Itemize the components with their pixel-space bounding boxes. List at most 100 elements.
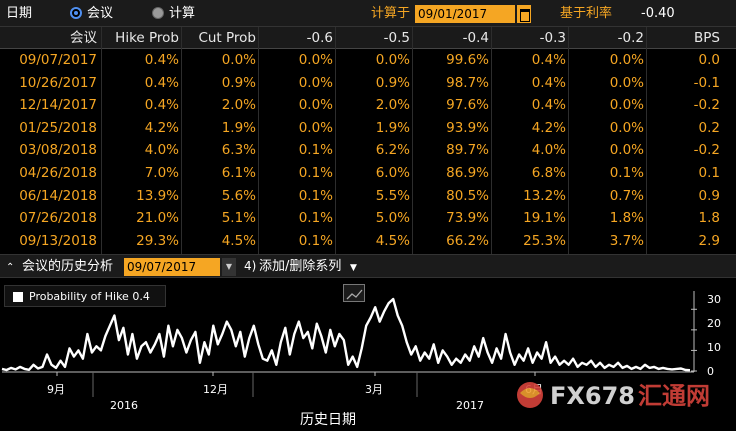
cell-rate-2: 1.9% [375,119,410,136]
cell-rate-1: 0.1% [298,232,333,249]
date-label: 日期 [6,6,33,21]
cell-bps: 0.0 [698,52,720,68]
base-rate-label: 基于利率 [560,6,613,21]
column-divider [335,27,336,254]
cell-rate-4: 25.3% [523,232,566,249]
cell-meeting-date: 12/14/2017 [19,97,97,114]
cell-rate-4: 13.2% [523,187,566,204]
cell-meeting-date: 01/25/2018 [19,119,97,136]
cell-bps: -0.1 [693,74,720,91]
cell-cut-prob: 6.3% [221,142,256,159]
cell-hike-prob: 7.0% [144,165,179,181]
table-row[interactable]: 03/08/2018 4.0% 6.3% 0.1% 6.2% 89.7% 4.0% 0.0% -… [0,139,736,162]
history-chart: Probability of Hike 0.4 30 20 10 0 9月 12… [0,279,736,431]
cell-hike-prob: 4.2% [144,119,179,136]
x-tick-label: 9月 [47,383,65,396]
cell-rate-5: 0.0% [609,119,644,136]
table-row[interactable]: 12/14/2017 0.4% 2.0% 0.0% 2.0% 97.6% 0.4% 0.0% -… [0,94,736,117]
cell-rate-2: 0.0% [375,52,410,68]
col-header-rate-1[interactable]: -0.6 [306,30,333,46]
cell-rate-5: 0.0% [609,74,644,91]
history-date-dropdown[interactable]: ▼ [222,258,236,276]
meeting-radio-label[interactable]: 会议 [87,6,114,21]
watermark-brand: FX678 [550,382,635,410]
table-row[interactable]: 06/14/2018 13.9% 5.6% 0.1% 5.5% 80.5% 13.2% 0.7… [0,185,736,208]
cell-cut-prob: 4.5% [221,232,256,249]
cell-cut-prob: 0.0% [221,52,256,68]
cell-meeting-date: 04/26/2018 [19,165,97,181]
table-row[interactable]: 09/07/2017 0.4% 0.0% 0.0% 0.0% 99.6% 0.4% 0.0% 0… [0,49,736,72]
column-divider [412,27,413,254]
chart-type-icon[interactable] [343,284,365,302]
cell-hike-prob: 0.4% [144,74,179,91]
collapse-icon[interactable]: ⌃ [6,262,15,273]
col-header-rate-3[interactable]: -0.4 [462,30,489,46]
legend-series-name: Probability of Hike [29,290,129,303]
cell-cut-prob: 1.9% [221,119,256,136]
cell-rate-5: 0.0% [609,142,644,159]
calendar-icon[interactable] [517,5,531,23]
col-header-bps[interactable]: BPS [694,30,720,46]
x-axis-title: 历史日期 [300,412,356,428]
x-year-label: 2016 [110,399,138,412]
cell-rate-5: 1.8% [609,210,644,227]
cell-cut-prob: 5.6% [221,187,256,204]
table-row[interactable]: 10/26/2017 0.4% 0.9% 0.0% 0.9% 98.7% 0.4% 0.0% -… [0,72,736,95]
cell-rate-5: 0.0% [609,52,644,68]
legend-entry: Probability of Hike 0.4 [29,290,150,303]
table-row[interactable]: 01/25/2018 4.2% 1.9% 0.0% 1.9% 93.9% 4.2% 0.0% 0… [0,117,736,140]
cell-meeting-date: 09/07/2017 [19,52,97,68]
watermark-logo: FX678 汇通网 [512,379,722,413]
cell-rate-1: 0.0% [298,119,333,136]
calculate-radio[interactable] [152,7,164,19]
cell-rate-3: 73.9% [446,210,489,227]
cell-rate-4: 4.2% [531,119,566,136]
cell-bps: 0.9 [698,187,720,204]
chart-canvas [1,291,697,397]
column-divider [258,27,259,254]
x-tick-label: 3月 [365,383,383,396]
cell-hike-prob: 21.0% [136,210,179,227]
history-date-input[interactable] [124,258,220,276]
cell-rate-1: 0.1% [298,210,333,227]
calculate-radio-label[interactable]: 计算 [169,6,196,21]
cell-rate-2: 2.0% [375,97,410,114]
cell-rate-5: 0.7% [609,187,644,204]
legend-swatch [13,292,23,302]
cell-rate-2: 4.5% [375,232,410,249]
table-row[interactable]: 07/26/2018 21.0% 5.1% 0.1% 5.0% 73.9% 19.1% 1.8… [0,207,736,230]
series-menu-icon[interactable]: 4) [244,259,257,273]
cell-rate-2: 6.2% [375,142,410,159]
col-header-meeting[interactable]: 会议 [70,30,97,46]
cell-rate-3: 98.7% [446,74,489,91]
cell-meeting-date: 03/08/2018 [19,142,97,159]
cell-rate-2: 5.5% [375,187,410,204]
cell-meeting-date: 06/14/2018 [19,187,97,204]
cell-rate-5: 3.7% [609,232,644,249]
col-header-hike-prob[interactable]: Hike Prob [115,30,179,46]
cell-rate-4: 6.8% [531,165,566,181]
col-header-rate-4[interactable]: -0.3 [539,30,566,46]
column-divider [181,27,182,254]
calc-date-input[interactable] [415,5,515,23]
col-header-rate-5[interactable]: -0.2 [617,30,644,46]
meeting-radio[interactable] [70,7,82,19]
table-row[interactable]: 04/26/2018 7.0% 6.1% 0.1% 6.0% 86.9% 6.8% 0.1% 0… [0,162,736,185]
cell-bps: -0.2 [693,142,720,159]
col-header-cut-prob[interactable]: Cut Prob [198,30,256,46]
cell-hike-prob: 0.4% [144,52,179,68]
series-menu-label[interactable]: 添加/删除系列 [259,259,342,274]
col-header-rate-2[interactable]: -0.5 [383,30,410,46]
column-divider [491,27,492,254]
chart-legend: Probability of Hike 0.4 [4,285,166,307]
cell-bps: 1.8 [698,210,720,227]
base-rate-value: -0.40 [641,6,675,21]
cell-cut-prob: 5.1% [221,210,256,227]
cell-rate-5: 0.1% [609,165,644,181]
cell-hike-prob: 29.3% [136,232,179,249]
history-analysis-label: 会议的历史分析 [22,259,114,274]
cell-hike-prob: 4.0% [144,142,179,159]
table-row[interactable]: 09/13/2018 29.3% 4.5% 0.1% 4.5% 66.2% 25.3% 3.7… [0,230,736,253]
table-header: 会议 Hike Prob Cut Prob -0.6 -0.5 -0.4 -0.… [0,27,736,49]
series-dropdown-icon[interactable]: ▼ [350,263,357,273]
